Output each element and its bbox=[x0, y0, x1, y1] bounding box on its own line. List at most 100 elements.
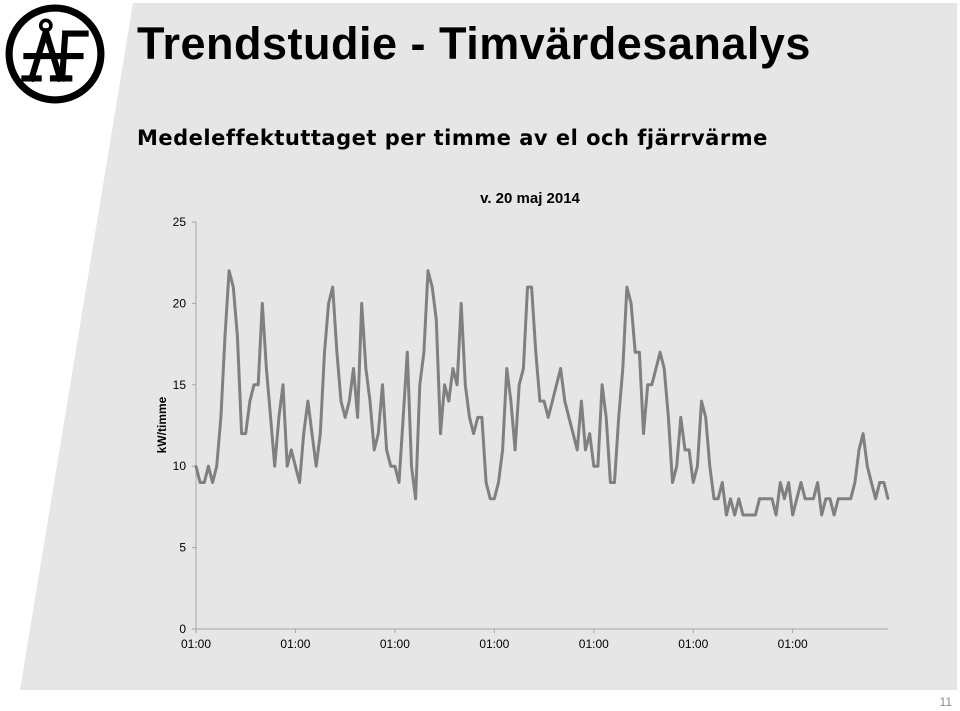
data-point bbox=[538, 399, 542, 403]
data-point bbox=[745, 513, 749, 517]
data-point bbox=[779, 481, 782, 484]
data-point bbox=[223, 334, 227, 338]
data-point bbox=[547, 416, 550, 419]
data-point bbox=[625, 285, 629, 289]
data-point bbox=[853, 481, 857, 484]
data-point bbox=[344, 416, 347, 419]
data-point bbox=[667, 416, 670, 419]
data-point bbox=[493, 497, 496, 500]
data-point bbox=[849, 497, 852, 500]
data-point bbox=[339, 399, 343, 403]
data-point bbox=[754, 513, 757, 517]
data-point bbox=[675, 465, 678, 468]
data-point bbox=[588, 432, 591, 435]
data-point bbox=[832, 513, 836, 517]
data-point bbox=[542, 399, 546, 403]
data-point bbox=[310, 432, 314, 435]
data-point bbox=[774, 513, 778, 517]
data-point bbox=[219, 416, 223, 419]
x-tick-label: 01:00 bbox=[579, 637, 609, 651]
data-point bbox=[402, 416, 405, 419]
data-point bbox=[605, 416, 608, 419]
y-axis-ticks: 0 5 10 15 20 25 bbox=[173, 215, 196, 636]
data-point bbox=[315, 465, 318, 468]
data-point bbox=[878, 481, 881, 484]
data-point bbox=[348, 399, 351, 403]
data-point bbox=[451, 367, 455, 370]
chart-axes bbox=[195, 222, 888, 630]
data-point bbox=[551, 399, 554, 403]
data-point bbox=[277, 416, 281, 419]
y-tick-label: 10 bbox=[173, 459, 187, 473]
data-point bbox=[886, 497, 890, 500]
data-point bbox=[455, 383, 459, 386]
data-point bbox=[281, 383, 285, 386]
data-point bbox=[712, 497, 716, 500]
data-point bbox=[580, 399, 583, 403]
data-point bbox=[356, 416, 359, 419]
data-point bbox=[808, 497, 811, 500]
data-point bbox=[518, 383, 521, 386]
data-point bbox=[439, 432, 442, 435]
y-tick-label: 0 bbox=[179, 622, 186, 636]
data-point bbox=[737, 497, 740, 500]
data-point bbox=[426, 269, 430, 272]
data-point bbox=[634, 351, 637, 354]
page-number: 11 bbox=[939, 695, 952, 709]
data-point bbox=[236, 334, 239, 338]
x-axis-ticks: 01:00 01:00 01:00 01:00 01:00 01:00 01:00 bbox=[181, 629, 808, 651]
data-point bbox=[265, 367, 268, 370]
data-point bbox=[642, 432, 645, 435]
data-point bbox=[319, 432, 322, 435]
data-point bbox=[870, 481, 873, 484]
af-logo: ÅF bbox=[5, 4, 105, 104]
data-point bbox=[654, 367, 658, 370]
data-point bbox=[302, 432, 305, 435]
data-point bbox=[368, 399, 372, 403]
data-point bbox=[286, 465, 289, 468]
data-point bbox=[534, 351, 537, 354]
data-point bbox=[658, 351, 662, 354]
data-point bbox=[393, 465, 397, 468]
page-title: Trendstudie - Timvärdesanalys bbox=[137, 18, 811, 69]
data-point bbox=[725, 513, 728, 517]
y-tick-label: 20 bbox=[173, 296, 187, 310]
data-point bbox=[621, 367, 624, 370]
data-point bbox=[596, 465, 600, 468]
data-point bbox=[820, 513, 823, 517]
data-point bbox=[559, 367, 562, 370]
data-point bbox=[414, 497, 417, 500]
data-point bbox=[364, 367, 368, 370]
data-point bbox=[232, 285, 235, 289]
data-point bbox=[733, 513, 736, 517]
data-point bbox=[447, 399, 450, 403]
data-point bbox=[857, 448, 861, 452]
data-point bbox=[841, 497, 844, 500]
data-point bbox=[716, 497, 720, 500]
data-point bbox=[513, 448, 517, 452]
data-point bbox=[828, 497, 832, 500]
data-point bbox=[464, 383, 467, 386]
data-point bbox=[227, 269, 231, 272]
data-point bbox=[791, 513, 794, 517]
data-point bbox=[352, 367, 355, 370]
data-point bbox=[770, 497, 774, 500]
data-point bbox=[522, 367, 525, 370]
data-point bbox=[335, 351, 339, 354]
data-point bbox=[563, 399, 566, 403]
data-point bbox=[758, 497, 761, 500]
data-point bbox=[882, 481, 886, 484]
data-point bbox=[194, 465, 198, 468]
data-point bbox=[215, 465, 218, 468]
data-point bbox=[663, 367, 666, 370]
data-point bbox=[646, 383, 649, 386]
data-point bbox=[244, 432, 247, 435]
data-point bbox=[460, 302, 463, 305]
data-point bbox=[526, 285, 529, 289]
data-point bbox=[617, 416, 620, 419]
data-point bbox=[837, 497, 840, 500]
data-point bbox=[211, 481, 214, 484]
data-point bbox=[323, 351, 326, 354]
